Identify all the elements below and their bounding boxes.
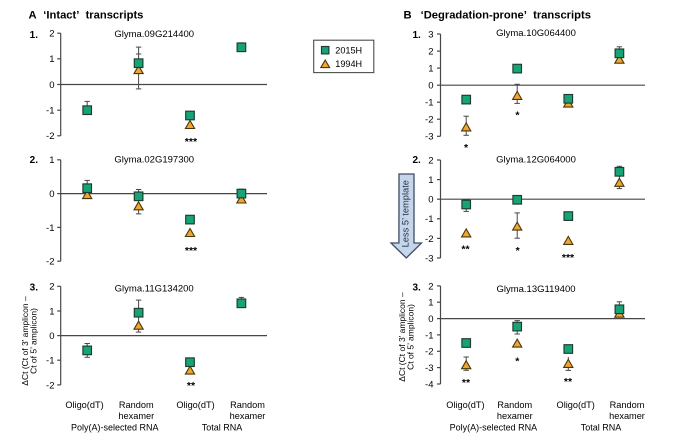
svg-text:hexamer: hexamer (609, 411, 645, 421)
svg-text:2.: 2. (30, 155, 39, 166)
svg-text:Total RNA: Total RNA (581, 422, 622, 432)
svg-text:1: 1 (49, 306, 54, 317)
svg-text:‘Intact’ transcripts: ‘Intact’ transcripts (43, 10, 143, 22)
svg-text:2: 2 (428, 47, 433, 58)
svg-text:-1: -1 (46, 356, 54, 367)
svg-text:Poly(A)-selected RNA: Poly(A)-selected RNA (71, 422, 159, 432)
svg-text:**: ** (462, 377, 471, 389)
svg-text:3.: 3. (30, 282, 39, 293)
svg-text:0: 0 (49, 189, 54, 200)
svg-text:-2: -2 (46, 257, 54, 268)
svg-text:2015H: 2015H (335, 45, 362, 55)
svg-text:-2: -2 (46, 380, 54, 391)
svg-text:-3: -3 (425, 253, 433, 264)
svg-text:1: 1 (428, 298, 433, 309)
svg-text:-4: -4 (425, 379, 433, 390)
svg-text:Glyma.11G134200: Glyma.11G134200 (115, 283, 194, 294)
svg-text:hexamer: hexamer (497, 411, 533, 421)
svg-text:0: 0 (49, 80, 54, 91)
svg-text:Glyma.02G197300: Glyma.02G197300 (114, 154, 194, 165)
svg-text:1994H: 1994H (335, 59, 362, 69)
svg-text:Oligo(dT): Oligo(dT) (65, 400, 103, 410)
svg-text:-1: -1 (425, 214, 433, 225)
svg-text:**: ** (564, 376, 573, 388)
svg-text:***: *** (185, 245, 198, 257)
svg-text:-1: -1 (46, 223, 54, 234)
svg-text:-2: -2 (46, 131, 54, 142)
svg-text:3.: 3. (412, 282, 421, 293)
svg-text:2: 2 (428, 281, 433, 292)
svg-text:Random: Random (497, 400, 532, 410)
svg-text:Total RNA: Total RNA (202, 422, 243, 432)
svg-text:Glyma.12G064000: Glyma.12G064000 (496, 154, 576, 165)
svg-text:2: 2 (49, 282, 54, 293)
svg-text:2: 2 (428, 155, 433, 166)
svg-text:Glyma.10G064400: Glyma.10G064400 (496, 28, 576, 39)
svg-text:Oligo(dT): Oligo(dT) (557, 400, 595, 410)
svg-text:Glyma.13G119400: Glyma.13G119400 (496, 284, 575, 295)
svg-text:1: 1 (49, 155, 54, 166)
svg-text:hexamer: hexamer (118, 411, 154, 421)
svg-text:Glyma.09G214400: Glyma.09G214400 (114, 29, 194, 40)
svg-text:1.: 1. (30, 30, 39, 41)
svg-text:1.: 1. (412, 30, 421, 41)
svg-text:Random: Random (119, 400, 154, 410)
svg-text:*: * (515, 356, 520, 368)
svg-text:***: *** (185, 136, 198, 148)
svg-text:0: 0 (428, 195, 433, 206)
svg-text:1: 1 (428, 64, 433, 75)
svg-text:0: 0 (428, 314, 433, 325)
svg-text:*: * (515, 110, 520, 122)
svg-text:Oligo(dT): Oligo(dT) (176, 400, 214, 410)
svg-text:-3: -3 (425, 363, 433, 374)
svg-text:ΔCt (Ct of 3’ amplicon –: ΔCt (Ct of 3’ amplicon – (20, 296, 30, 386)
svg-text:1: 1 (49, 54, 54, 65)
svg-text:0: 0 (49, 331, 54, 342)
svg-text:Poly(A)-selected RNA: Poly(A)-selected RNA (450, 422, 538, 432)
svg-text:2: 2 (49, 29, 54, 40)
svg-text:-2: -2 (425, 347, 433, 358)
svg-text:-2: -2 (425, 234, 433, 245)
svg-text:**: ** (461, 244, 470, 256)
svg-text:-2: -2 (425, 115, 433, 126)
svg-text:Random: Random (230, 400, 265, 410)
svg-text:*: * (464, 142, 469, 154)
svg-text:‘Degradation-prone’ transcrip: ‘Degradation-prone’ transcripts (421, 10, 591, 22)
svg-text:ΔCt (Ct of 3’ amplicon –: ΔCt (Ct of 3’ amplicon – (397, 292, 407, 382)
svg-text:-1: -1 (425, 330, 433, 341)
svg-text:0: 0 (428, 81, 433, 92)
svg-text:B: B (403, 10, 411, 22)
svg-text:***: *** (562, 252, 575, 264)
svg-text:*: * (516, 245, 521, 257)
svg-text:1: 1 (428, 175, 433, 186)
svg-text:Ct of 5’ amplicon): Ct of 5’ amplicon) (405, 304, 415, 370)
svg-text:-1: -1 (46, 106, 54, 117)
svg-text:-1: -1 (425, 98, 433, 109)
svg-text:Oligo(dT): Oligo(dT) (446, 400, 484, 410)
svg-text:Ct of 5’ amplicon): Ct of 5’ amplicon) (28, 308, 38, 374)
svg-text:A: A (28, 10, 36, 22)
svg-text:Less 5’ template: Less 5’ template (400, 180, 410, 247)
svg-text:**: ** (187, 380, 196, 392)
svg-text:hexamer: hexamer (230, 411, 266, 421)
svg-text:2.: 2. (412, 155, 421, 166)
svg-text:Random: Random (610, 400, 645, 410)
svg-text:-3: -3 (425, 132, 433, 143)
svg-text:3: 3 (428, 29, 433, 40)
